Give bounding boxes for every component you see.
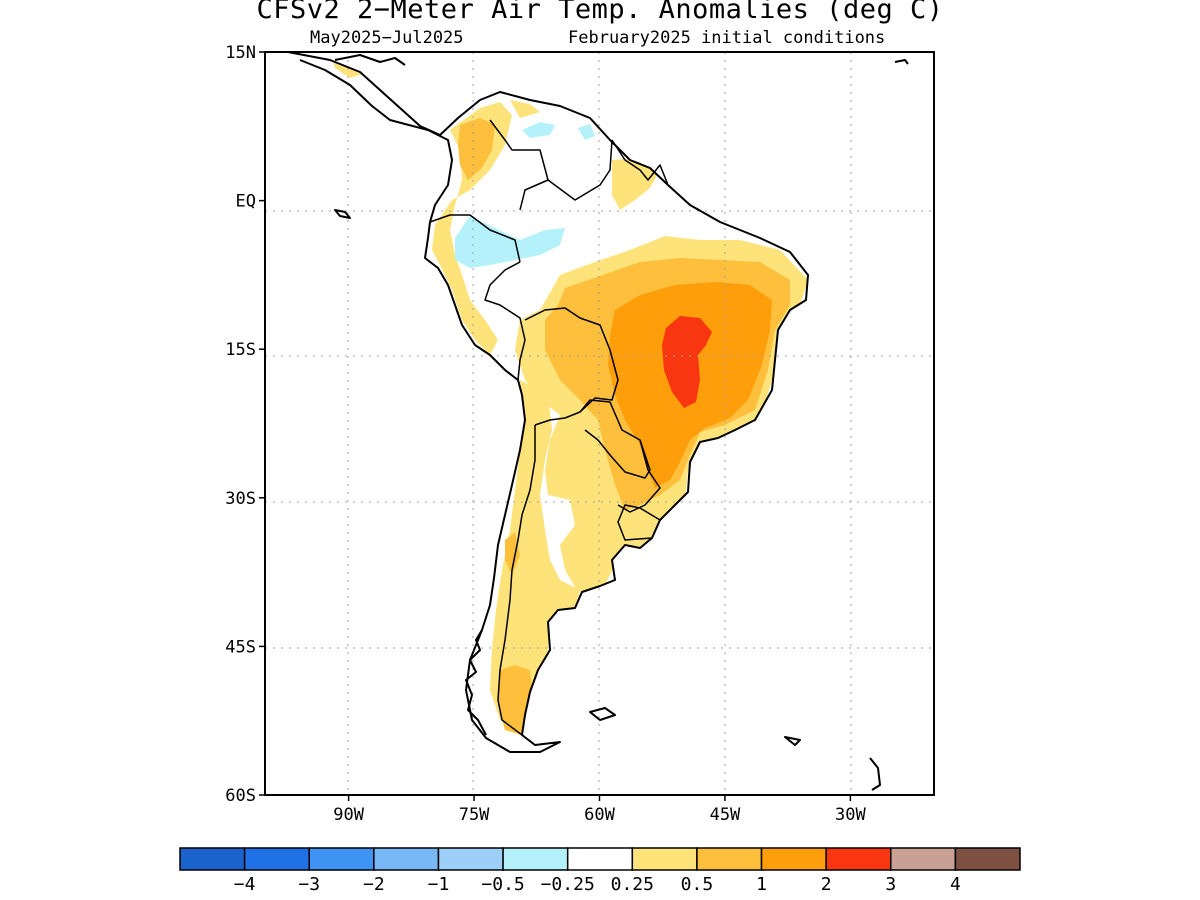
- southern-islands: [869, 757, 881, 791]
- map-title: CFSv2 2−Meter Air Temp. Anomalies (deg C…: [256, 0, 944, 25]
- lon-tick-label: 75W: [459, 805, 490, 825]
- anomaly-region-guiana-cool: [578, 124, 595, 140]
- lat-tick-label: 30S: [225, 489, 256, 509]
- colorbar-label: 1: [756, 874, 767, 895]
- border-chile-argentina: [497, 425, 536, 736]
- colorbar-label: 2: [821, 874, 832, 895]
- border-chile-bolivia: [517, 339, 526, 381]
- south-georgia: [784, 736, 801, 746]
- anomaly-region-andes-025: [490, 380, 580, 730]
- colorbar-label: −4: [234, 874, 256, 895]
- colorbar-label: −1: [428, 874, 450, 895]
- border-colombia-venezuela: [489, 119, 549, 211]
- chile-fjords: [465, 629, 487, 736]
- colorbar-swatch: [373, 847, 440, 871]
- colorbar-label: 3: [885, 874, 896, 895]
- lat-tick-label: 60S: [225, 786, 256, 806]
- colorbar: −4 −3 −2 −1 −0.5 −0.25 0.25 0.5 1 2 3 4: [179, 847, 1021, 895]
- country-borders: [429, 119, 669, 736]
- anomaly-region-colombia-05: [458, 118, 495, 180]
- colorbar-swatch: [179, 847, 246, 871]
- border-venezuela-brazil: [547, 139, 613, 201]
- colorbar-label: −0.25: [541, 874, 595, 895]
- colorbar-label: −0.5: [481, 874, 524, 895]
- border-guianas: [611, 139, 669, 186]
- anomaly-region-venezuela-025: [510, 100, 540, 118]
- anomaly-region-patagonia-05: [498, 665, 532, 735]
- lon-tick-label: 30W: [835, 805, 866, 825]
- initial-conditions-label: February2025 initial conditions: [568, 28, 886, 48]
- border-colombia-ecuador-peru: [429, 214, 521, 263]
- anomaly-shading: [330, 52, 808, 735]
- anomaly-region-venezuela-cool: [522, 122, 555, 138]
- lon-tick-label: 45W: [710, 805, 741, 825]
- anomaly-region-colombia-025: [432, 102, 512, 355]
- border-peru-brazil: [484, 261, 526, 341]
- colorbar-label: −3: [298, 874, 320, 895]
- colorbar-swatch: [825, 847, 892, 871]
- colorbar-label: 0.25: [611, 874, 654, 895]
- colorbar-swatch: [631, 847, 698, 871]
- colorbar-swatch: [243, 847, 310, 871]
- colorbar-swatch: [437, 847, 504, 871]
- border-uruguay: [617, 504, 661, 541]
- lon-tick-label: 90W: [333, 805, 364, 825]
- plot-area: [265, 52, 934, 795]
- anomaly-region-amazon-cool: [455, 216, 565, 268]
- colorbar-swatch: [760, 847, 827, 871]
- colorbar-swatch: [890, 847, 957, 871]
- lat-tick-label: 45S: [225, 637, 256, 657]
- lat-tick-label: EQ: [236, 192, 256, 212]
- border-bolivia: [524, 307, 619, 426]
- colorbar-swatch: [502, 847, 569, 871]
- south-america-coastline: [287, 52, 809, 753]
- anomaly-region-guianas-025: [612, 158, 660, 210]
- anomaly-region-andes-05: [505, 532, 520, 575]
- atlantic-islands: [894, 59, 909, 65]
- falklands: [589, 707, 616, 721]
- caribbean-coast: [334, 54, 406, 66]
- latitude-axis: 15N EQ 15S 30S 45S 60S: [225, 43, 265, 806]
- lat-tick-label: 15S: [225, 340, 256, 360]
- colorbar-swatch: [308, 847, 375, 871]
- lon-tick-label: 60W: [584, 805, 615, 825]
- border-argentina-brazil: [617, 439, 661, 513]
- longitude-axis: 90W 75W 60W 45W 30W: [333, 795, 866, 825]
- border-paraguay: [579, 399, 651, 479]
- coastlines: [287, 52, 909, 791]
- galapagos: [334, 209, 351, 219]
- colorbar-swatch: [954, 847, 1021, 871]
- colorbar-label: 0.5: [681, 874, 714, 895]
- colorbar-swatch: [566, 847, 634, 871]
- colorbar-label: −2: [363, 874, 385, 895]
- colorbar-label: 4: [950, 874, 961, 895]
- lat-tick-label: 15N: [225, 43, 256, 63]
- colorbar-swatch: [696, 847, 763, 871]
- forecast-period: May2025−Jul2025: [310, 28, 464, 48]
- anomaly-region-brazil-2: [662, 316, 712, 408]
